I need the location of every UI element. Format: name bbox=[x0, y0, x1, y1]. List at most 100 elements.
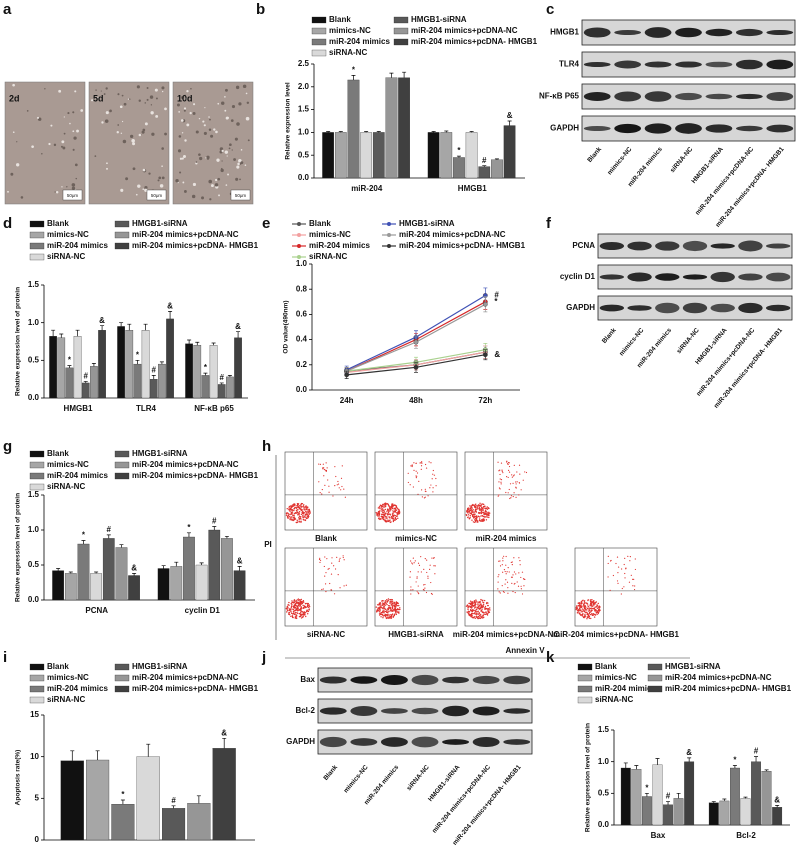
event-dot bbox=[414, 560, 416, 562]
bar bbox=[49, 336, 57, 399]
event-dot bbox=[301, 611, 303, 613]
blot-row-label: NF-κB P65 bbox=[539, 92, 580, 101]
error-bar bbox=[456, 155, 461, 158]
event-dot bbox=[302, 516, 304, 518]
cell bbox=[211, 184, 214, 187]
event-dot bbox=[508, 488, 510, 491]
event-dot bbox=[513, 492, 515, 494]
significance-marker: & bbox=[237, 557, 243, 566]
event-dot bbox=[303, 613, 305, 615]
event-dot bbox=[511, 474, 513, 476]
event-dot bbox=[468, 518, 470, 520]
event-dot bbox=[389, 507, 392, 510]
cell bbox=[159, 184, 164, 188]
event-dot bbox=[393, 510, 395, 513]
event-dot bbox=[513, 571, 516, 573]
event-dot bbox=[299, 516, 301, 518]
cell bbox=[224, 96, 226, 98]
blot-band bbox=[472, 675, 500, 685]
event-dot bbox=[304, 519, 307, 522]
bar bbox=[663, 804, 673, 826]
legend-swatch bbox=[647, 685, 663, 693]
cell bbox=[116, 131, 119, 134]
event-dot bbox=[288, 613, 291, 616]
event-dot bbox=[290, 605, 293, 608]
event-dot bbox=[298, 519, 300, 521]
legend-label: miR-204 mimics+pcDNA- HMGB1 bbox=[132, 684, 259, 693]
event-dot bbox=[500, 479, 503, 481]
event-dot bbox=[482, 512, 485, 514]
cell bbox=[58, 89, 62, 93]
blot-band bbox=[735, 59, 763, 70]
event-dot bbox=[300, 598, 303, 601]
cell bbox=[155, 114, 159, 118]
cell bbox=[220, 168, 224, 173]
blot-band bbox=[442, 676, 470, 684]
event-dot bbox=[502, 472, 504, 474]
event-dot bbox=[580, 614, 582, 616]
event-dot bbox=[607, 576, 609, 578]
event-dot bbox=[384, 601, 386, 604]
legend-swatch bbox=[29, 674, 45, 682]
blot-lane-label: miR-204 mimics+pcDNA-NC bbox=[431, 764, 492, 835]
event-dot bbox=[302, 505, 305, 507]
event-dot bbox=[521, 593, 524, 595]
bar bbox=[772, 807, 783, 826]
event-dot bbox=[381, 600, 383, 602]
event-dot bbox=[415, 470, 417, 472]
event-dot bbox=[500, 462, 503, 464]
significance-marker: # bbox=[171, 796, 176, 805]
event-dot bbox=[432, 491, 434, 493]
bar bbox=[673, 798, 684, 826]
legend-label: HMGB1-siRNA bbox=[132, 662, 188, 671]
significance-marker: & bbox=[221, 728, 227, 737]
legend-swatch bbox=[577, 663, 593, 671]
event-dot bbox=[483, 515, 485, 518]
cell bbox=[121, 94, 124, 97]
cell bbox=[208, 128, 212, 132]
error-bar bbox=[56, 568, 61, 571]
event-dot bbox=[385, 513, 387, 515]
event-dot bbox=[399, 511, 401, 513]
event-dot bbox=[471, 610, 474, 612]
event-dot bbox=[507, 567, 509, 569]
error-bar bbox=[338, 131, 343, 133]
event-dot bbox=[480, 508, 483, 511]
event-dot bbox=[592, 614, 594, 617]
error-bar bbox=[711, 801, 716, 803]
event-dot bbox=[378, 604, 380, 606]
event-dot bbox=[290, 513, 293, 515]
event-dot bbox=[497, 495, 499, 497]
error-bar bbox=[171, 805, 176, 809]
event-dot bbox=[482, 602, 485, 604]
event-dot bbox=[469, 509, 471, 512]
event-dot bbox=[575, 608, 577, 611]
event-dot bbox=[379, 608, 381, 611]
event-dot bbox=[335, 475, 337, 478]
error-bar bbox=[722, 798, 727, 801]
event-dot bbox=[293, 509, 295, 512]
event-dot bbox=[624, 577, 626, 579]
event-dot bbox=[395, 518, 398, 521]
event-dot bbox=[375, 606, 377, 608]
cell bbox=[184, 139, 187, 142]
event-dot bbox=[379, 510, 381, 512]
legend-swatch bbox=[311, 27, 327, 35]
event-dot bbox=[287, 517, 289, 519]
event-dot bbox=[385, 517, 387, 519]
event-dot bbox=[467, 612, 469, 614]
event-dot bbox=[423, 497, 426, 499]
event-dot bbox=[381, 613, 384, 616]
bar bbox=[334, 132, 347, 179]
event-dot bbox=[289, 509, 291, 511]
event-dot bbox=[503, 591, 505, 594]
legend-label: miR-204 mimics bbox=[47, 684, 108, 693]
cell bbox=[75, 177, 78, 180]
event-dot bbox=[289, 608, 292, 611]
event-dot bbox=[430, 484, 432, 486]
event-dot bbox=[384, 610, 387, 613]
cell bbox=[53, 143, 57, 147]
cell bbox=[208, 116, 210, 118]
event-dot bbox=[472, 509, 474, 511]
cell bbox=[221, 149, 224, 152]
